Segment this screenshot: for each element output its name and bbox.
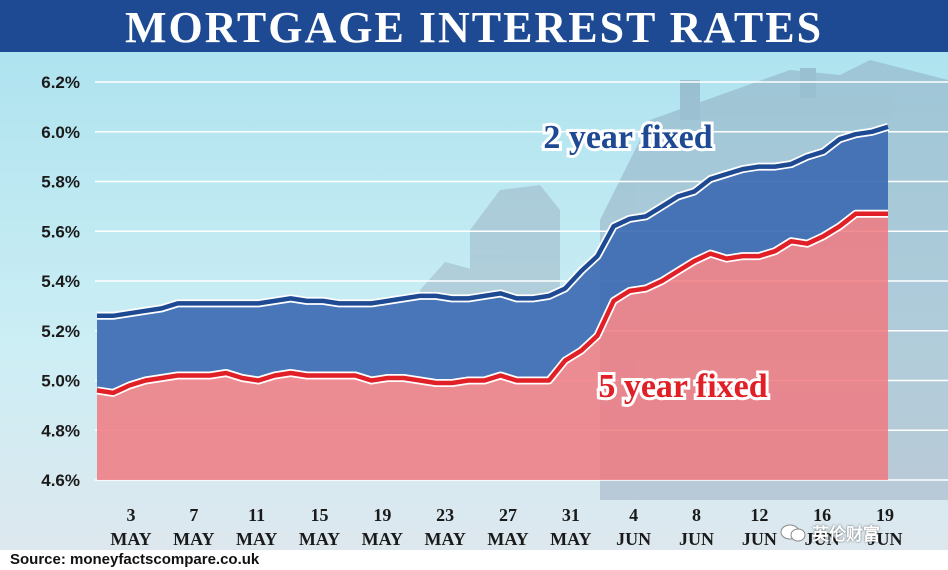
x-tick-day: 23 [436,505,454,525]
title-bar: MORTGAGE INTEREST RATES [0,0,948,52]
x-tick-label: 19 MAY [362,505,403,549]
x-tick-month: MAY [236,529,277,549]
x-tick-month: JUN [679,529,714,549]
x-tick-day: 8 [692,505,701,525]
chart-title: MORTGAGE INTEREST RATES [124,2,824,52]
x-tick-month: JUN [616,529,651,549]
x-tick-day: 3 [127,505,136,525]
x-tick-month: MAY [424,529,465,549]
x-tick-month: MAY [173,529,214,549]
area-5-year-fixed [97,213,888,481]
line-5-year-fixed [96,211,888,396]
x-tick-month: MAY [110,529,151,549]
x-tick-label: 11 MAY [236,505,277,549]
series-lines [96,122,890,397]
x-tick-day: 7 [189,505,198,525]
x-tick-label: 7 MAY [173,505,214,549]
series-label-2-year: 2 year fixed [543,119,712,156]
y-tick-label: 6.2% [41,73,80,92]
x-tick-label: 23 MAY [424,505,465,549]
source-note: Source: moneyfactscompare.co.uk [10,551,260,568]
x-axis: 3 MAY 7 MAY 11 MAY 15 MAY 19 MAY 23 MAY 27 MAY 31 MAY 4 J… [110,505,902,549]
y-tick-label: 5.8% [41,173,80,192]
chat-bubble-icon [780,524,806,541]
x-tick-month: MAY [550,529,591,549]
x-tick-month: JUN [805,529,840,549]
x-tick-month: JUN [742,529,777,549]
x-tick-label: 8 JUN [679,505,714,549]
x-tick-label: 16 JUN [805,505,840,549]
x-tick-day: 27 [499,505,517,525]
x-tick-day: 11 [248,505,265,525]
y-axis: 6.2% 6.0% 5.8% 5.6% 5.4% 5.2% 5.0% 4.8% 4.6% [41,73,80,490]
y-tick-label: 5.4% [41,272,80,291]
y-tick-label: 5.2% [41,322,80,341]
x-tick-label: 31 MAY [550,505,591,549]
x-tick-month: MAY [487,529,528,549]
x-tick-month: MAY [299,529,340,549]
series-label-5-year: 5 year fixed [598,368,767,405]
x-tick-day: 19 [876,505,894,525]
y-tick-label: 4.6% [41,471,80,490]
line-2-year-fixed [97,124,889,319]
x-tick-day: 16 [813,505,831,525]
watermark: 英伦财富 [780,520,880,545]
x-tick-day: 12 [750,505,768,525]
x-tick-day: 19 [373,505,391,525]
x-tick-day: 31 [562,505,580,525]
y-tick-label: 5.0% [41,372,80,391]
x-tick-month: JUN [868,529,903,549]
x-tick-label: 4 JUN [616,505,651,549]
x-tick-label: 15 MAY [299,505,340,549]
x-tick-label: 3 MAY [110,505,151,549]
x-tick-month: MAY [362,529,403,549]
y-tick-label: 6.0% [41,123,80,142]
watermark-text: 英伦财富 [812,525,880,544]
chart-plot: 6.2% 6.0% 5.8% 5.6% 5.4% 5.2% 5.0% 4.8% 4.6% 3 MA… [0,52,948,550]
x-tick-label: 19 JUN [868,505,903,549]
x-tick-day: 4 [629,505,638,525]
y-tick-label: 4.8% [41,421,80,440]
y-tick-label: 5.6% [41,222,80,241]
x-tick-label: 27 MAY [487,505,528,549]
x-tick-day: 15 [311,505,329,525]
x-tick-label: 12 JUN [742,505,777,549]
